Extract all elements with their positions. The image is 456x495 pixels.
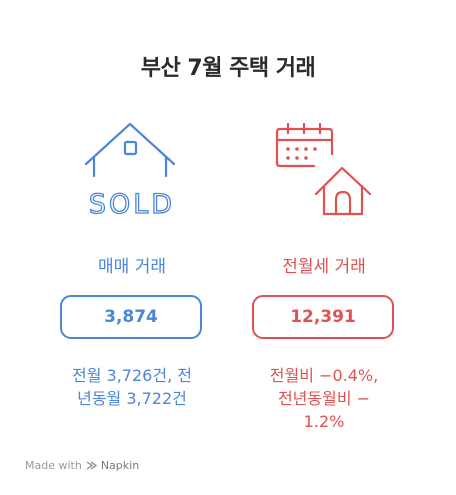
jeonse-label: 전월세 거래: [282, 257, 366, 277]
sale-note-line: 년동월 3,722건: [77, 389, 187, 408]
sale-value-box: 3,874: [60, 295, 202, 339]
jeonse-value-box: 12,391: [252, 295, 394, 339]
jeonse-value: 12,391: [290, 307, 356, 327]
jeonse-note: 전월비 −0.4%, 전년동월비 − 1.2%: [234, 364, 414, 433]
sale-value: 3,874: [104, 307, 158, 327]
sale-label: 매매 거래: [98, 257, 166, 277]
napkin-brand: Napkin: [100, 459, 140, 472]
sale-note-line: 전월 3,726건, 전: [72, 366, 192, 385]
diagram-title: 부산 7월 주택 거래: [140, 56, 316, 81]
footer: Made with Napkin: [25, 459, 139, 472]
jeonse-note-line: 1.2%: [303, 412, 345, 431]
napkin-logo-icon: [86, 461, 97, 470]
calendar-house-icon: [275, 122, 372, 216]
made-with-text: Made with: [25, 459, 82, 472]
jeonse-note-line: 전월비 −0.4%,: [269, 366, 379, 385]
jeonse-note-line: 전년동월비 −: [277, 389, 371, 408]
house-sold-icon: SOLD: [84, 122, 176, 220]
sold-text: SOLD: [89, 189, 175, 220]
sale-note: 전월 3,726건, 전 년동월 3,722건: [42, 364, 222, 410]
